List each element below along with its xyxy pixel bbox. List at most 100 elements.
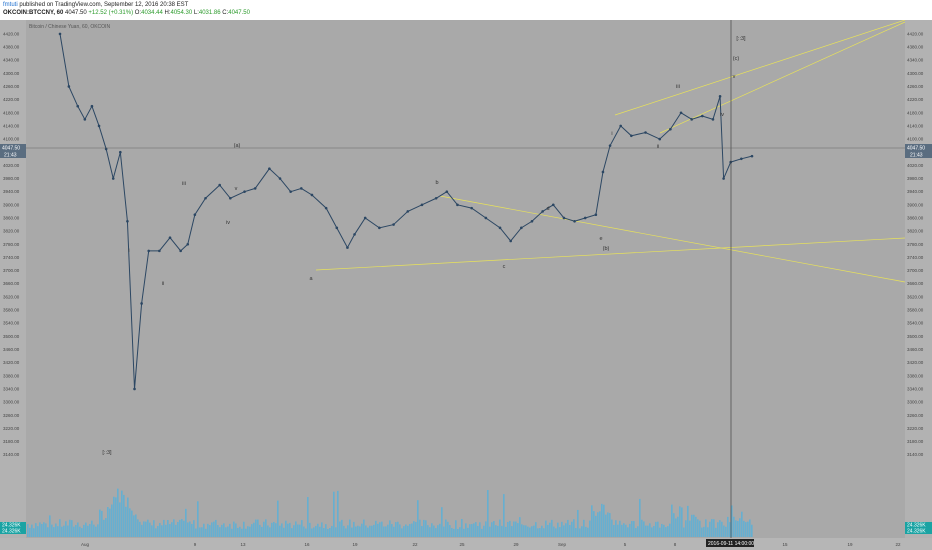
volume-bar — [689, 520, 691, 537]
volume-bar — [525, 525, 527, 537]
volume-bar — [703, 526, 705, 537]
close-value: 4047.50 — [228, 10, 250, 16]
volume-bar — [577, 509, 579, 537]
y-tick-left-24: 3460.00 — [3, 347, 20, 352]
y-tick-right-12: 3940.00 — [907, 189, 924, 194]
volume-bar — [85, 522, 87, 537]
volume-bar — [695, 516, 697, 537]
price-point-19 — [218, 183, 221, 187]
volume-bar — [235, 523, 237, 537]
author-link[interactable]: fmtuti — [3, 2, 18, 8]
y-tick-left-13: 3900.00 — [3, 202, 20, 207]
wave-label-10: e — [599, 236, 602, 242]
volume-bar — [469, 524, 471, 537]
volume-bar — [145, 521, 147, 537]
low-value: 4031.86 — [198, 10, 221, 16]
volume-bar — [651, 527, 653, 537]
price-point-25 — [289, 190, 292, 193]
volume-bar — [437, 525, 439, 537]
price-point-46 — [541, 210, 544, 213]
volume-bar — [691, 514, 693, 537]
price-chart[interactable]: Bitcoin / Chinese Yuan, 60, OKCOIN (a)ii… — [0, 20, 932, 550]
price-point-49 — [573, 219, 576, 223]
volume-bar — [105, 518, 107, 537]
volume-bar — [199, 527, 201, 537]
volume-bar — [585, 526, 587, 537]
volume-bar — [429, 527, 431, 537]
volume-bar — [495, 525, 497, 537]
volume-bar — [205, 528, 207, 537]
volume-bar — [609, 513, 611, 537]
volume-bar — [121, 490, 123, 537]
volume-bar — [43, 522, 45, 537]
wave-label-1: iii — [182, 181, 186, 187]
y-tick-right-2: 4340.00 — [907, 58, 924, 63]
volume-bar — [511, 526, 513, 537]
volume-bar — [227, 526, 229, 537]
volume-bar — [447, 521, 449, 537]
open-label: O: — [134, 10, 142, 16]
volume-bar — [561, 521, 563, 537]
volume-bar — [239, 526, 241, 537]
volume-bar — [679, 506, 681, 537]
time-tick-labels: Aug 9 13 16 19 22 25 29 Sep 5 8 15 19 22 — [81, 542, 901, 547]
volume-bar — [513, 521, 515, 537]
volume-bar — [427, 525, 429, 537]
volume-tag-left-2 — [0, 528, 26, 534]
volume-bar — [537, 528, 539, 537]
price-point-7 — [111, 177, 115, 180]
volume-bar — [613, 524, 615, 537]
volume-bar — [247, 526, 249, 537]
volume-bar — [147, 519, 149, 537]
volume-bar — [233, 521, 235, 537]
wave-label-8: c — [503, 264, 506, 270]
y-tick-left-5: 4220.00 — [3, 97, 20, 102]
volume-bar — [385, 526, 387, 537]
volume-bar — [109, 508, 111, 537]
y-tick-left-10: 4020.00 — [3, 163, 20, 168]
volume-bar — [591, 505, 593, 537]
price-point-41 — [484, 216, 488, 220]
volume-bar — [387, 524, 389, 537]
y-tick-right-25: 3420.00 — [907, 360, 924, 365]
volume-bar — [77, 522, 79, 537]
trendline-2 — [614, 20, 906, 116]
price-point-26 — [300, 187, 303, 190]
volume-bar — [165, 524, 167, 537]
wave-label-11: (b) — [603, 246, 610, 252]
volume-bar — [629, 523, 631, 537]
volume-bar — [115, 497, 117, 537]
volume-bar — [707, 527, 709, 537]
volume-bar — [153, 520, 155, 537]
volume-bar — [215, 519, 217, 537]
volume-bar — [617, 524, 619, 537]
volume-bar — [475, 522, 477, 537]
volume-bar — [161, 525, 163, 537]
volume-bar — [355, 526, 357, 537]
volume-bar — [657, 521, 659, 537]
volume-bar — [197, 501, 199, 537]
y-tick-right-27: 3340.00 — [907, 386, 924, 391]
volume-bar — [185, 508, 187, 537]
volume-bar — [711, 519, 713, 537]
volume-bar — [659, 527, 661, 537]
volume-tag-right-2 — [905, 528, 932, 534]
volume-bar — [455, 520, 457, 537]
low-label: L: — [193, 10, 199, 16]
volume-bar — [701, 527, 703, 537]
volume-bar — [63, 525, 65, 537]
high-value: 4054.30 — [170, 10, 193, 16]
price-point-63 — [718, 95, 722, 98]
wave-label-5: ii — [162, 281, 164, 287]
y-tick-right-15: 3820.00 — [907, 229, 924, 234]
volume-bar — [283, 527, 285, 537]
x-tick-6: 25 — [459, 542, 465, 547]
volume-bar — [551, 519, 553, 537]
volume-bar — [27, 524, 29, 537]
countdown-tag-left-text: 21:43 — [4, 153, 17, 159]
price-point-3 — [83, 118, 87, 121]
trendline-1 — [439, 195, 906, 283]
time-axis — [0, 538, 932, 550]
price-point-34 — [392, 223, 395, 226]
volume-bar — [597, 512, 599, 537]
